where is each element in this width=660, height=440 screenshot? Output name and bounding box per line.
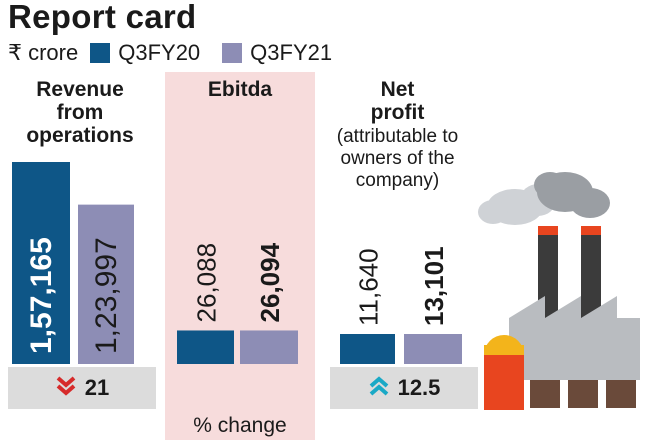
bar-revenue-q3fy20	[12, 162, 70, 364]
header-revenue: Revenue from operations	[0, 78, 160, 147]
header-revenue-text: Revenue from operations	[26, 78, 134, 147]
unit-label: ₹ crore	[8, 40, 79, 65]
header-net-profit-text: Net profit	[370, 78, 425, 124]
legend-label-q3fy21: Q3FY21	[250, 40, 333, 65]
double-chevron-down-icon	[55, 375, 77, 402]
legend-item-q3fy21: Q3FY21	[222, 40, 332, 66]
value-label-net-profit-q3fy21: 13,101	[419, 246, 449, 326]
value-label-net-profit-q3fy20: 11,640	[354, 248, 384, 326]
legend-swatch-q3fy21	[222, 43, 243, 63]
bar-net-profit-q3fy21	[404, 334, 462, 364]
bar-net-profit-q3fy20	[340, 334, 395, 364]
value-label-revenue-q3fy20: 1,57,165	[25, 237, 58, 354]
change-value-net-profit: 12.5	[397, 375, 441, 400]
ebitda-panel-background	[165, 72, 315, 440]
header-ebitda-text: Ebitda	[207, 78, 273, 101]
percent-change-label: % change	[193, 414, 287, 437]
header-net-profit: Net profit (attributable to owners of th…	[315, 78, 480, 192]
change-value-revenue: 21	[84, 375, 110, 400]
change-box-revenue: 21	[8, 367, 156, 409]
legend-item-q3fy20: Q3FY20	[90, 40, 200, 66]
header-ebitda: Ebitda	[165, 78, 315, 101]
bar-ebitda-q3fy20	[177, 330, 234, 364]
change-box-net-profit: 12.5	[330, 367, 478, 409]
bar-ebitda-q3fy21	[240, 330, 298, 364]
legend-swatch-q3fy20	[90, 43, 111, 63]
value-label-ebitda-q3fy21: 26,094	[255, 242, 285, 322]
value-label-ebitda-q3fy20: 26,088	[192, 243, 222, 323]
legend-label-q3fy20: Q3FY20	[118, 40, 201, 65]
factory-illustration	[478, 172, 640, 410]
double-chevron-up-icon	[368, 375, 390, 402]
header-net-profit-subtext: (attributable to owners of the company)	[336, 126, 459, 191]
bar-revenue-q3fy21	[78, 204, 134, 364]
legend: ₹ crore Q3FY20 Q3FY21	[8, 40, 354, 66]
page-title: Report card	[8, 0, 197, 35]
value-label-revenue-q3fy21: 1,23,997	[90, 237, 123, 354]
